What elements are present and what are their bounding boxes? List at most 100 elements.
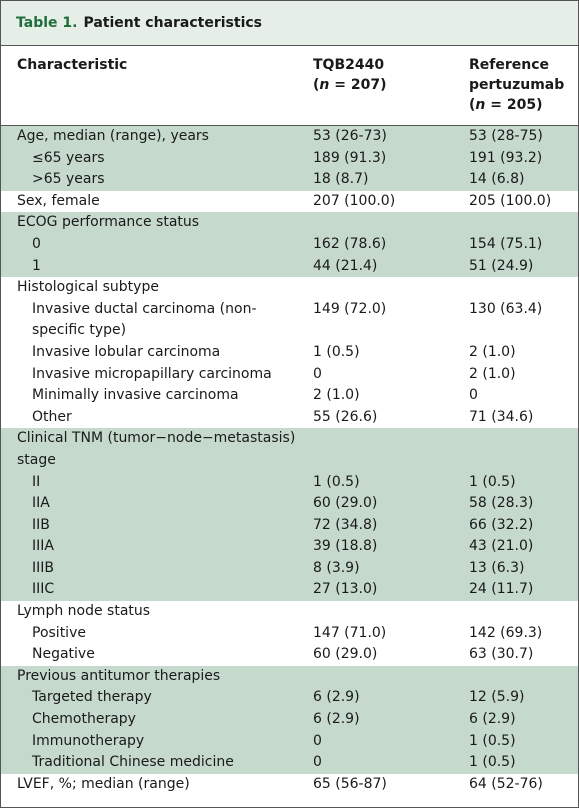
row-label: Invasive lobular carcinoma: [32, 343, 221, 360]
value-cell: 12 (5.9): [469, 687, 578, 710]
value-cell: 43 (21.0): [469, 536, 578, 558]
value-cell: 205 (100.0): [469, 192, 552, 209]
table-row: Invasive lobular carcinoma 1 (0.5) 2 (1.0): [1, 342, 578, 364]
value-cell: [313, 665, 469, 688]
value-cell: 55 (26.6): [313, 408, 378, 425]
value-cell: 149 (72.0): [313, 300, 387, 317]
value-cell: 1 (0.5): [313, 471, 469, 494]
row-label: IIIC: [1, 579, 313, 602]
value-cell: 147 (71.0): [313, 624, 387, 641]
table-row: IIA 60 (29.0) 58 (28.3): [1, 493, 578, 515]
table-row: ≤65 years 189 (91.3) 191 (93.2): [1, 147, 578, 170]
row-label: IIA: [1, 493, 313, 515]
table-row: 0 162 (78.6) 154 (75.1): [1, 233, 578, 256]
value-cell: 154 (75.1): [469, 233, 578, 256]
value-cell: 60 (29.0): [313, 493, 469, 515]
value-cell: 71 (34.6): [469, 408, 534, 425]
value-cell: 63 (30.7): [469, 646, 534, 663]
value-cell: 207 (100.0): [313, 192, 396, 209]
header-cell: Characteristic: [1, 46, 313, 126]
table-row: Minimally invasive carcinoma 2 (1.0) 0: [1, 385, 578, 407]
value-cell: 53 (26-73): [313, 125, 469, 148]
row-label: Previous antitumor therapies: [1, 665, 313, 688]
value-cell: 0: [313, 752, 469, 774]
row-label: Histological subtype: [17, 279, 159, 296]
row-label: Minimally invasive carcinoma: [32, 387, 239, 404]
table-row: Histological subtype: [1, 277, 578, 299]
value-cell: 2 (1.0): [469, 365, 516, 382]
table-row: Positive 147 (71.0) 142 (69.3): [1, 623, 578, 645]
value-cell: 58 (28.3): [469, 493, 578, 515]
header-line: pertuzumab: [469, 77, 565, 93]
value-cell: 44 (21.4): [313, 255, 469, 278]
header-line: Reference: [469, 57, 550, 73]
table-row: Traditional Chinese medicine 0 1 (0.5): [1, 752, 578, 774]
header-cell: Reference pertuzumab (n = 205): [469, 46, 578, 126]
row-label: Clinical TNM (tumor−node−metastasis) sta…: [1, 428, 313, 472]
table-row: Invasive micropapillary carcinoma 0 2 (1.0…: [1, 364, 578, 386]
value-cell: 0: [313, 365, 322, 382]
header-line: (n = 205): [469, 97, 543, 113]
header-line: (n = 207): [313, 77, 387, 93]
value-cell: 14 (6.8): [469, 169, 578, 191]
table-body: Age, median (range), years 53 (26-73) 53 (…: [1, 125, 578, 796]
header-line: TQB2440: [313, 57, 385, 73]
table-row: ECOG performance status: [1, 212, 578, 234]
table-row: Lymph node status: [1, 601, 578, 623]
table-label: Table 1.: [16, 15, 78, 31]
value-cell: [469, 428, 578, 472]
row-label: II: [1, 471, 313, 494]
row-label: Positive: [32, 624, 86, 641]
header-cell: TQB2440 (n = 207): [313, 46, 469, 126]
value-cell: [469, 665, 578, 688]
row-label: Traditional Chinese medicine: [1, 752, 313, 774]
row-label: IIIB: [1, 557, 313, 580]
table-row: II 1 (0.5) 1 (0.5): [1, 471, 578, 494]
table-row: Negative 60 (29.0) 63 (30.7): [1, 644, 578, 666]
value-cell: 1 (0.5): [469, 730, 578, 753]
value-cell: 53 (28-75): [469, 125, 578, 148]
value-cell: 24 (11.7): [469, 579, 578, 602]
header-row: Characteristic TQB2440 (n = 207) Reference p…: [1, 46, 578, 126]
value-cell: 142 (69.3): [469, 624, 543, 641]
row-label: Invasive micropapillary carcinoma: [32, 365, 272, 382]
row-label: LVEF, %; median (range): [17, 775, 190, 792]
row-label: 1: [1, 255, 313, 278]
row-label: Negative: [32, 646, 95, 663]
value-cell: [313, 428, 469, 472]
table-row: >65 years 18 (8.7) 14 (6.8): [1, 169, 578, 191]
value-cell: 8 (3.9): [313, 557, 469, 580]
row-label: >65 years: [1, 169, 313, 191]
table-row: Other 55 (26.6) 71 (34.6): [1, 407, 578, 429]
value-cell: 0: [469, 387, 478, 404]
value-cell: [313, 601, 469, 623]
table-row: IIIC 27 (13.0) 24 (11.7): [1, 579, 578, 602]
value-cell: [469, 212, 578, 234]
value-cell: 6 (2.9): [469, 709, 578, 731]
row-label: Invasive ductal carcinoma (non-specific …: [32, 300, 257, 339]
row-label: Other: [32, 408, 72, 425]
row-label: Immunotherapy: [1, 730, 313, 753]
value-cell: 66 (32.2): [469, 514, 578, 537]
table-row: Previous antitumor therapies: [1, 665, 578, 688]
table-row: LVEF, %; median (range) 65 (56-87) 64 (52-…: [1, 774, 578, 796]
value-cell: 1 (0.5): [469, 752, 578, 774]
value-cell: [469, 601, 578, 623]
value-cell: 60 (29.0): [313, 646, 378, 663]
table-row: Chemotherapy 6 (2.9) 6 (2.9): [1, 709, 578, 731]
table-title: Patient characteristics: [83, 15, 263, 31]
row-label: Sex, female: [17, 192, 100, 209]
patient-table: Characteristic TQB2440 (n = 207) Reference p…: [1, 46, 578, 795]
table-row: IIIB 8 (3.9) 13 (6.3): [1, 557, 578, 580]
value-cell: 0: [313, 730, 469, 753]
table-title-bar: Table 1. Patient characteristics: [1, 1, 578, 46]
table-row: Clinical TNM (tumor−node−metastasis) sta…: [1, 428, 578, 472]
header-line: Characteristic: [17, 57, 128, 73]
value-cell: 6 (2.9): [313, 687, 469, 710]
value-cell: 39 (18.8): [313, 536, 469, 558]
value-cell: [313, 277, 469, 299]
value-cell: 65 (56-87): [313, 775, 387, 792]
table-row: Invasive ductal carcinoma (non-specific …: [1, 299, 578, 342]
row-label: Lymph node status: [17, 603, 151, 620]
